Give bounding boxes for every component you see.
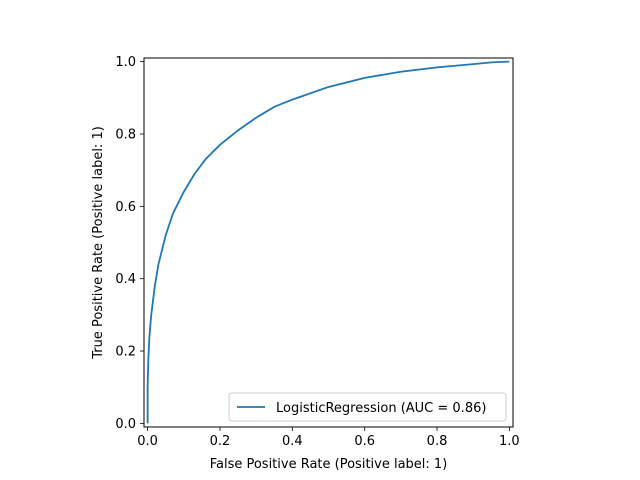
x-tick-label: 0.6	[354, 434, 375, 449]
y-tick-label: 0.6	[115, 200, 136, 215]
x-tick-label: 1.0	[499, 434, 520, 449]
y-tick-label: 0.4	[115, 272, 136, 287]
x-tick-label: 0.4	[282, 434, 303, 449]
legend: LogisticRegression (AUC = 0.86)	[228, 392, 507, 422]
y-axis-label: True Positive Rate (Positive label: 1)	[91, 126, 106, 360]
y-tick-label: 0.8	[115, 127, 136, 142]
plot-frame	[143, 57, 514, 428]
roc-curve-line	[146, 60, 510, 424]
x-axis-label: False Positive Rate (Positive label: 1)	[210, 457, 448, 472]
x-tick-label: 0.8	[427, 434, 448, 449]
curve-layer	[146, 60, 510, 424]
x-tick-label: 0.2	[210, 434, 231, 449]
y-axis-ticks: 0.0 0.2 0.4 0.6 0.8 1.0	[115, 55, 144, 432]
y-tick-label: 0.2	[115, 345, 136, 360]
legend-box	[228, 392, 507, 422]
legend-entry-label: LogisticRegression (AUC = 0.86)	[276, 401, 486, 416]
y-tick-label: 1.0	[115, 55, 136, 70]
y-tick-label: 0.0	[115, 417, 136, 432]
x-tick-label: 0.0	[137, 434, 158, 449]
plot-area	[144, 58, 513, 427]
x-axis-ticks: 0.0 0.2 0.4 0.6 0.8 1.0	[137, 427, 520, 449]
